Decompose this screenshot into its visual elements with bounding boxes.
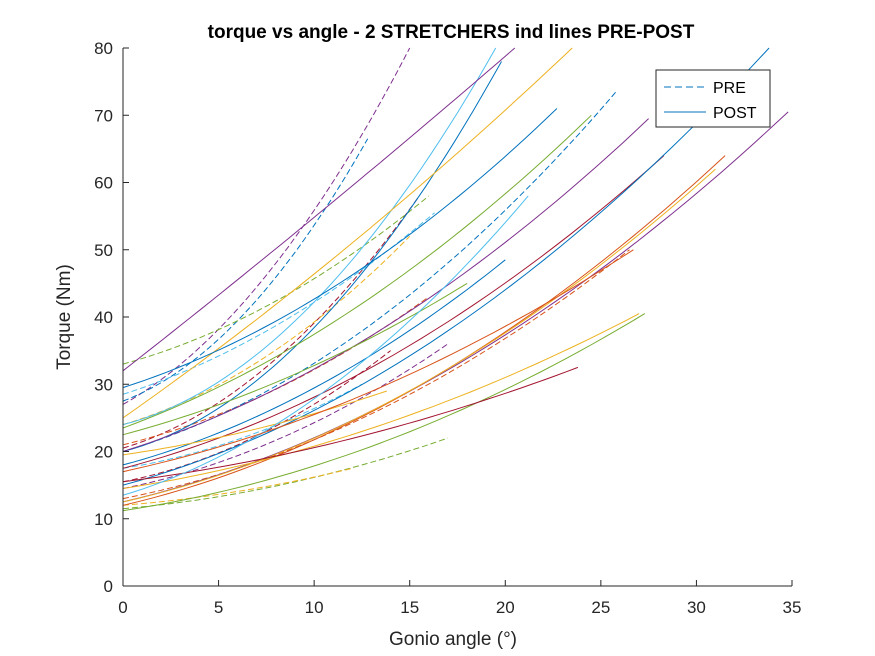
x-ticks: 0 5 10 15 20 25 30 35 (118, 580, 801, 617)
y-tick-label: 30 (94, 375, 113, 394)
post-series-line (122, 47, 497, 426)
x-tick-label: 20 (496, 598, 515, 617)
pre-series-line (122, 383, 363, 469)
legend-pre-label: PRE (713, 80, 746, 97)
post-series-line (122, 47, 573, 419)
x-tick-label: 25 (591, 598, 610, 617)
post-series-line (122, 259, 506, 466)
legend-post-label: POST (713, 105, 757, 122)
y-tick-label: 80 (94, 39, 113, 58)
pre-series-line (122, 467, 353, 506)
post-series-line (122, 390, 387, 456)
x-tick-label: 0 (118, 598, 127, 617)
chart-title: torque vs angle - 2 STRETCHERS ind lines… (208, 22, 695, 43)
post-series-line (122, 195, 529, 496)
y-axis-label: Torque (Nm) (54, 264, 75, 370)
post-series-line (122, 366, 579, 483)
post-series-line (122, 108, 558, 389)
legend-box (655, 69, 771, 128)
y-tick-label: 50 (94, 241, 113, 260)
x-axis-label: Gonio angle (°) (389, 629, 517, 650)
pre-series-line (122, 138, 369, 402)
series-layer (122, 47, 789, 512)
post-series-line (122, 168, 716, 503)
pre-series-line (122, 47, 411, 405)
post-series-line (122, 313, 646, 512)
y-tick-label: 0 (104, 577, 113, 596)
x-tick-label: 35 (783, 598, 802, 617)
post-series-line (122, 282, 468, 436)
post-series-line (122, 47, 516, 372)
post-series-line (122, 155, 665, 469)
y-tick-label: 20 (94, 443, 113, 462)
pre-series-line (122, 195, 420, 449)
x-tick-label: 30 (687, 598, 706, 617)
pre-series-line (122, 249, 630, 500)
pre-series-line (122, 437, 449, 510)
y-tick-label: 10 (94, 510, 113, 529)
x-tick-label: 10 (305, 598, 324, 617)
post-series-line (122, 61, 502, 452)
y-ticks: 0 10 20 30 40 50 60 70 80 (94, 39, 129, 596)
post-series-line (122, 47, 770, 486)
x-tick-label: 5 (214, 598, 223, 617)
pre-series-line (122, 195, 430, 365)
x-tick-label: 15 (400, 598, 419, 617)
post-series-line (122, 111, 789, 503)
post-series-line (122, 249, 634, 473)
y-tick-label: 40 (94, 308, 113, 327)
y-tick-label: 70 (94, 106, 113, 125)
post-series-line (122, 114, 592, 429)
pre-series-line (122, 91, 617, 452)
post-series-line (122, 313, 640, 489)
pre-series-line (122, 350, 391, 483)
y-tick-label: 60 (94, 174, 113, 193)
legend: PRE POST (655, 69, 771, 128)
post-series-line (122, 118, 649, 452)
pre-series-line (122, 212, 435, 395)
